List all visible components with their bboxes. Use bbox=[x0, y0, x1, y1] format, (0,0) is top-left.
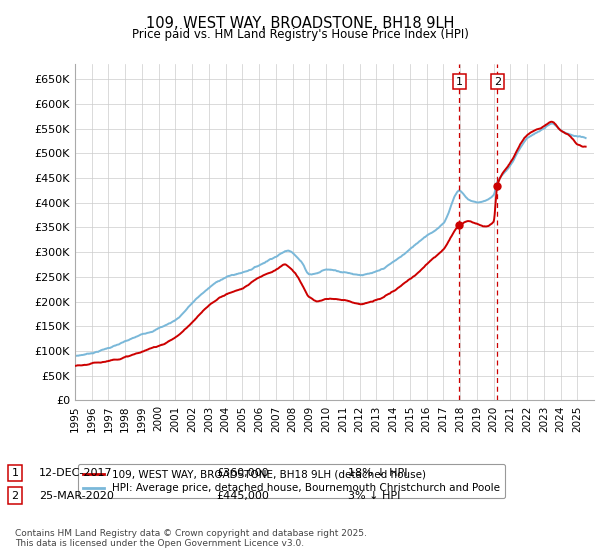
Text: 1: 1 bbox=[11, 468, 19, 478]
Text: 2: 2 bbox=[11, 491, 19, 501]
Legend: 109, WEST WAY, BROADSTONE, BH18 9LH (detached house), HPI: Average price, detach: 109, WEST WAY, BROADSTONE, BH18 9LH (det… bbox=[77, 464, 505, 498]
Text: Price paid vs. HM Land Registry's House Price Index (HPI): Price paid vs. HM Land Registry's House … bbox=[131, 28, 469, 41]
Text: 18% ↓ HPI: 18% ↓ HPI bbox=[348, 468, 407, 478]
Text: Contains HM Land Registry data © Crown copyright and database right 2025.
This d: Contains HM Land Registry data © Crown c… bbox=[15, 529, 367, 548]
Text: 1: 1 bbox=[456, 77, 463, 87]
Text: 12-DEC-2017: 12-DEC-2017 bbox=[39, 468, 113, 478]
Text: 25-MAR-2020: 25-MAR-2020 bbox=[39, 491, 114, 501]
Text: £360,000: £360,000 bbox=[216, 468, 269, 478]
Text: 2: 2 bbox=[494, 77, 501, 87]
Text: 3% ↓ HPI: 3% ↓ HPI bbox=[348, 491, 400, 501]
Text: £445,000: £445,000 bbox=[216, 491, 269, 501]
Text: 109, WEST WAY, BROADSTONE, BH18 9LH: 109, WEST WAY, BROADSTONE, BH18 9LH bbox=[146, 16, 454, 31]
